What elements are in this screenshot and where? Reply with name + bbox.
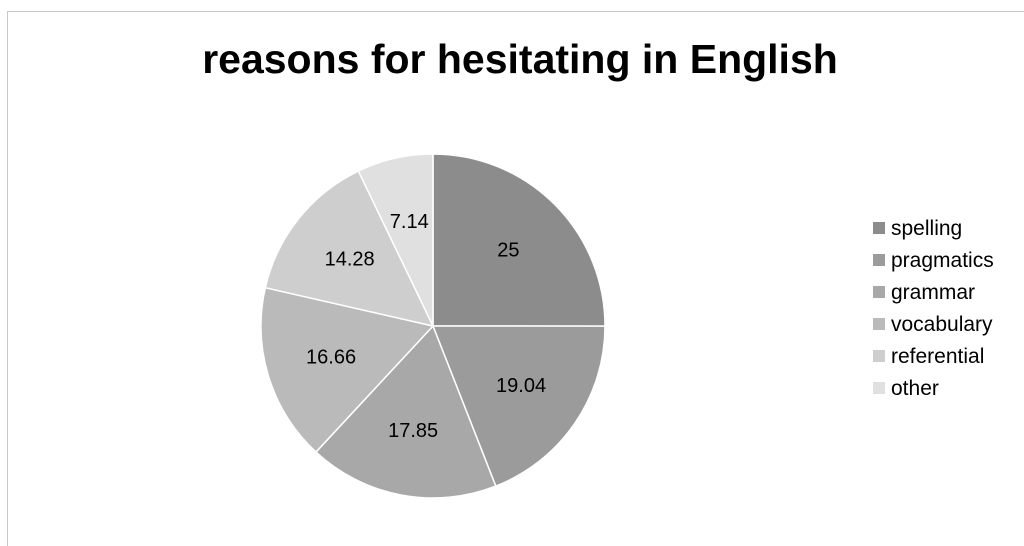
data-label-spelling: 25 bbox=[497, 240, 519, 262]
data-label-other: 7.14 bbox=[390, 211, 429, 233]
legend-item-other: other bbox=[873, 373, 1023, 405]
legend-label: vocabulary bbox=[891, 313, 993, 336]
legend-item-referential: referential bbox=[873, 341, 1023, 373]
legend-label: grammar bbox=[891, 281, 976, 304]
chart-title: reasons for hesitating in English bbox=[202, 36, 838, 82]
legend-label: other bbox=[891, 377, 939, 400]
data-label-grammar: 17.85 bbox=[388, 420, 438, 442]
data-label-referential: 14.28 bbox=[325, 249, 375, 271]
pie-slice-spelling bbox=[432, 153, 606, 327]
pie-slice-other bbox=[357, 153, 434, 327]
legend-label: spelling bbox=[891, 217, 963, 240]
data-label-vocabulary: 16.66 bbox=[306, 346, 356, 368]
legend-label: pragmatics bbox=[891, 249, 994, 272]
legend-swatch-other bbox=[873, 382, 885, 395]
data-label-pragmatics: 19.04 bbox=[496, 375, 546, 397]
chart-legend: spelling pragmatics grammar vocabulary refer… bbox=[873, 213, 1023, 405]
legend-item-spelling: spelling bbox=[873, 213, 1023, 245]
legend-item-pragmatics: pragmatics bbox=[873, 245, 1023, 277]
pie-slice-vocabulary bbox=[260, 286, 435, 454]
legend-item-grammar: grammar bbox=[873, 277, 1023, 309]
legend-label: referential bbox=[891, 345, 985, 368]
legend-swatch-vocabulary bbox=[873, 318, 885, 331]
legend-swatch-grammar bbox=[873, 286, 885, 299]
legend-swatch-spelling bbox=[873, 222, 885, 235]
legend-swatch-pragmatics bbox=[873, 254, 885, 267]
legend-swatch-referential bbox=[873, 350, 885, 363]
pie-slice-grammar bbox=[314, 324, 497, 499]
legend-item-vocabulary: vocabulary bbox=[873, 309, 1023, 341]
pie-slice-referential bbox=[264, 170, 435, 328]
pie-slice-pragmatics bbox=[431, 325, 606, 488]
